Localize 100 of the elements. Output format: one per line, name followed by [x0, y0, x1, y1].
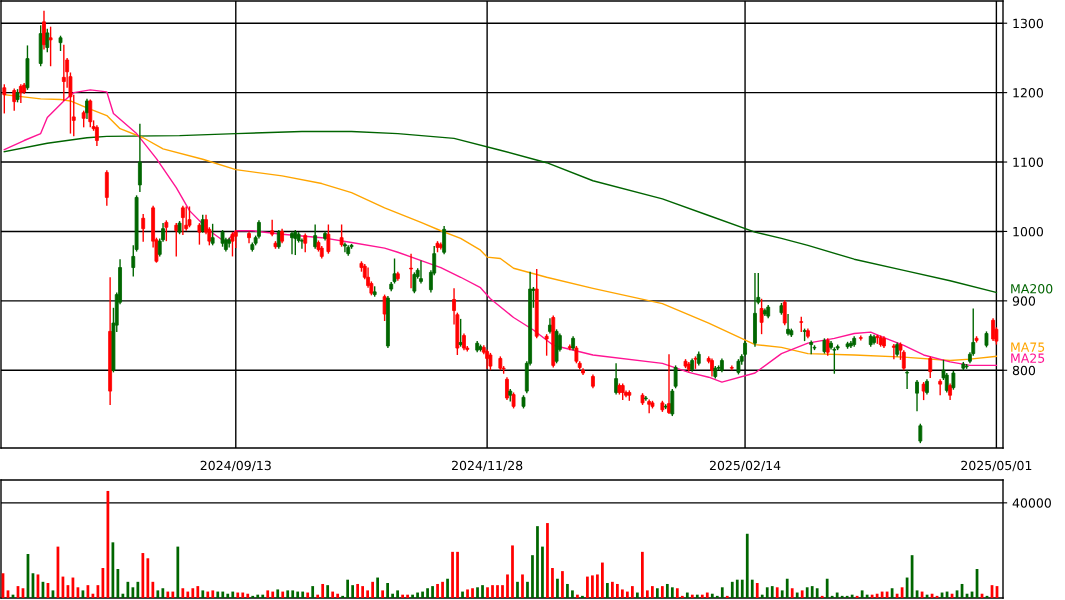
bar — [705, 592, 709, 598]
bar — [815, 588, 819, 598]
bar — [526, 581, 529, 598]
candlestick — [210, 223, 215, 247]
bar — [755, 583, 759, 598]
bar — [211, 590, 215, 598]
bar — [780, 590, 784, 598]
bar — [785, 578, 789, 598]
candlestick — [409, 252, 413, 290]
bar — [795, 592, 799, 598]
bar — [206, 591, 210, 598]
bar — [386, 583, 389, 598]
bar — [466, 589, 469, 598]
x-tick-label: 2025/05/01 — [961, 460, 1032, 472]
bar — [231, 591, 235, 598]
bar — [531, 555, 534, 598]
candlestick — [313, 223, 318, 250]
series-label: MA75 — [1011, 342, 1045, 352]
bar — [341, 595, 345, 598]
candlestick — [94, 124, 99, 147]
candlestick — [270, 218, 275, 237]
bar — [591, 575, 594, 598]
bar — [551, 568, 554, 598]
candlestick — [141, 213, 146, 243]
candlestick — [197, 222, 202, 246]
bar — [401, 594, 404, 598]
candlestick — [905, 369, 910, 390]
candlestick — [673, 364, 678, 390]
bar — [216, 591, 220, 598]
bar — [266, 590, 270, 598]
candlestick — [187, 205, 192, 228]
bar — [451, 551, 454, 598]
bar — [675, 588, 679, 598]
candlestick — [921, 381, 926, 401]
y-tick-label: 1200 — [1013, 88, 1044, 98]
bar — [730, 581, 734, 598]
bar — [760, 594, 764, 598]
candlestick — [88, 98, 93, 129]
bar — [446, 578, 449, 598]
bar — [566, 583, 569, 598]
bar — [381, 590, 384, 598]
bar — [441, 581, 444, 598]
y-tick-label: 1300 — [1013, 18, 1044, 29]
bar — [181, 588, 185, 598]
bar — [690, 594, 694, 598]
y-tick-label: 1000 — [1013, 226, 1044, 237]
bar — [700, 594, 704, 598]
bar — [346, 579, 350, 598]
candlestick — [164, 219, 169, 242]
candlestick — [991, 317, 995, 342]
bar — [126, 581, 130, 598]
bar — [855, 595, 859, 598]
bar — [291, 590, 295, 598]
bar — [256, 594, 260, 598]
bar — [261, 594, 265, 598]
bar — [790, 588, 794, 598]
bar — [695, 594, 699, 598]
bar — [870, 594, 874, 598]
bar — [865, 594, 869, 598]
y-tick-label: 40000 — [1012, 498, 1051, 508]
bar — [586, 576, 589, 598]
bar — [631, 586, 634, 598]
bar — [471, 588, 474, 598]
bar — [236, 592, 240, 598]
bar — [171, 591, 175, 598]
candlestick — [458, 318, 463, 348]
bar — [770, 586, 774, 598]
candlestick — [928, 355, 933, 379]
bar — [596, 574, 599, 598]
bar — [371, 581, 374, 598]
bar — [251, 595, 255, 598]
candlestick — [544, 333, 549, 357]
bar — [221, 591, 225, 598]
bar — [850, 594, 854, 598]
x-tick-label: 2024/09/13 — [200, 460, 271, 472]
bar — [431, 586, 434, 598]
bar — [715, 595, 719, 598]
bar — [581, 595, 584, 598]
bar — [665, 583, 669, 598]
bar — [201, 590, 205, 598]
bar — [136, 581, 140, 598]
bar — [131, 587, 135, 598]
bar — [281, 591, 285, 598]
candlestick — [2, 83, 7, 115]
bar — [561, 571, 564, 598]
x-tick-label: 2024/11/28 — [452, 460, 523, 472]
bar — [436, 583, 439, 598]
candlestick — [832, 346, 837, 375]
bar — [226, 593, 230, 598]
bar — [845, 595, 849, 598]
bar — [735, 579, 739, 598]
bar — [306, 592, 310, 598]
bar — [356, 583, 360, 598]
bar — [640, 551, 644, 598]
x-tick-label: 2025/02/14 — [709, 460, 781, 472]
bar — [750, 579, 754, 598]
bar — [740, 579, 744, 598]
bar — [576, 594, 579, 598]
y-tick-label: 1100 — [1013, 157, 1044, 167]
bar — [501, 585, 504, 598]
